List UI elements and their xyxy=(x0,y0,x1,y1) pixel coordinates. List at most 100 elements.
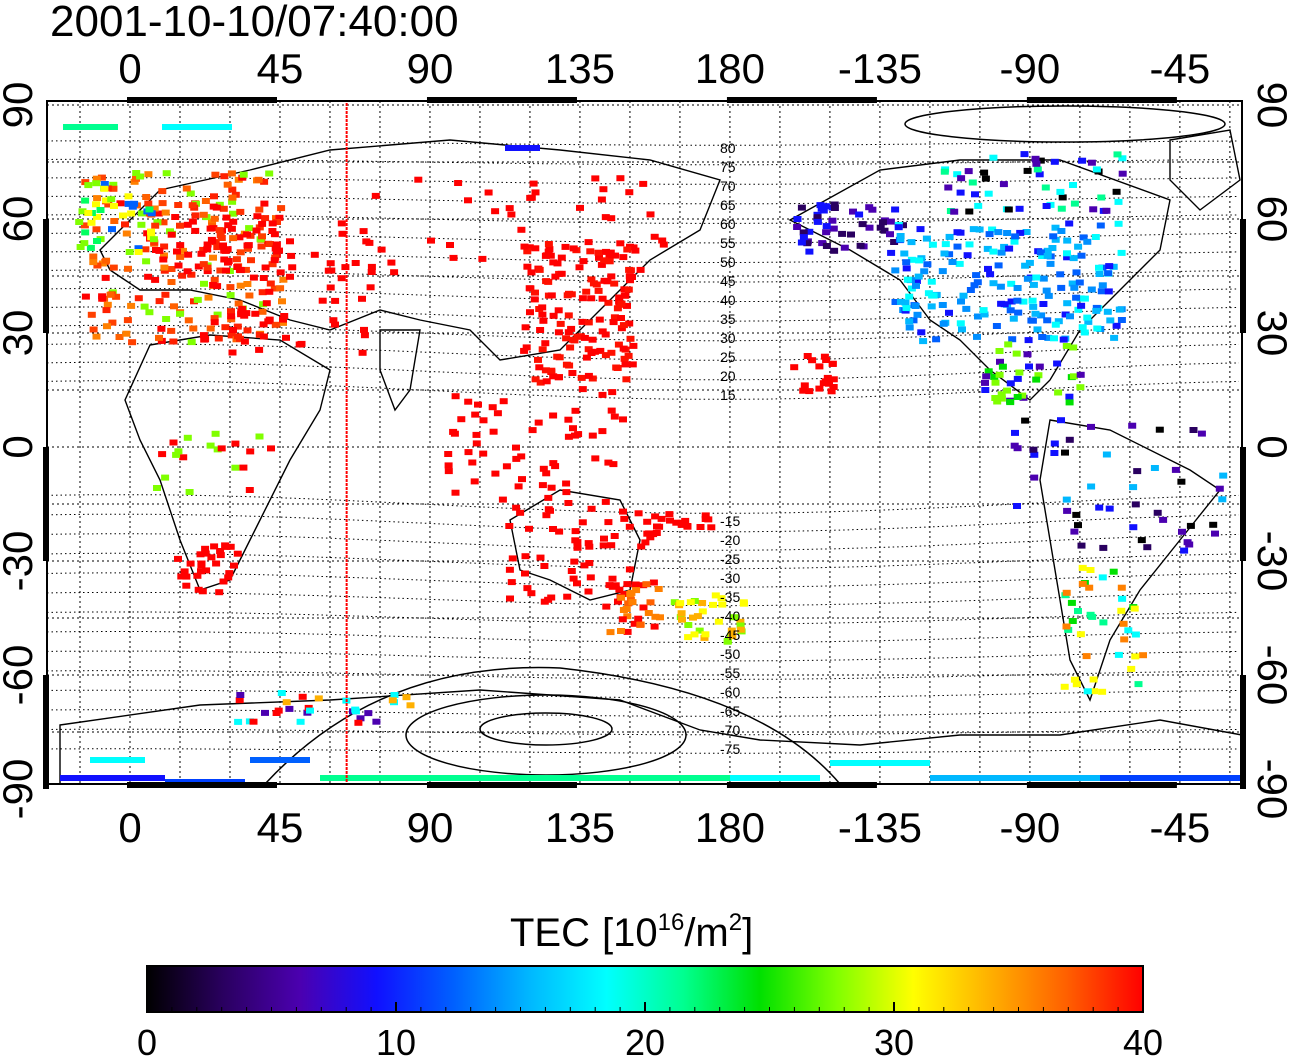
tec-point xyxy=(528,427,537,434)
tec-point xyxy=(1029,303,1038,310)
contour-label: 60 xyxy=(720,216,736,232)
contour-line xyxy=(47,533,1240,551)
tec-point xyxy=(184,317,193,324)
tec-point xyxy=(928,292,937,299)
tec-point xyxy=(1086,567,1095,573)
tec-point xyxy=(359,228,368,235)
tec-point xyxy=(216,267,225,274)
tec-point xyxy=(245,487,254,493)
tec-point xyxy=(109,264,118,271)
tec-point xyxy=(912,282,920,289)
tec-point xyxy=(564,329,573,336)
tec-point xyxy=(1050,335,1058,342)
tec-point xyxy=(326,260,335,267)
tec-point xyxy=(1104,288,1113,295)
tec-point xyxy=(87,219,96,226)
tec-point xyxy=(1061,449,1069,456)
tec-point xyxy=(233,264,242,270)
tec-point xyxy=(598,328,607,335)
tec-point xyxy=(171,214,180,220)
tec-point xyxy=(507,579,516,586)
tec-point xyxy=(603,278,612,285)
tec-point xyxy=(132,170,141,176)
tec-point xyxy=(650,623,659,630)
tec-point xyxy=(1046,260,1055,267)
tec-point xyxy=(1003,387,1011,394)
tec-point xyxy=(444,468,453,475)
tec-point xyxy=(578,318,587,325)
tec-point xyxy=(619,607,628,613)
tec-point xyxy=(624,600,633,607)
tec-point xyxy=(233,550,242,557)
tec-point xyxy=(262,300,271,307)
tec-point xyxy=(258,289,267,296)
tec-point xyxy=(472,431,481,438)
tec-point xyxy=(965,208,974,215)
tec-point xyxy=(556,320,565,327)
tec-point xyxy=(986,271,995,278)
contour-line xyxy=(47,195,1239,205)
tec-point xyxy=(549,460,558,467)
tec-point xyxy=(1032,160,1041,167)
tec-point xyxy=(198,588,207,595)
tec-point xyxy=(208,238,217,245)
contour-label: 15 xyxy=(720,387,736,403)
tec-point xyxy=(683,523,692,530)
contour-label: 75 xyxy=(720,159,736,175)
tec-point xyxy=(176,222,184,229)
tec-point xyxy=(260,200,269,207)
coastline-path xyxy=(99,139,721,361)
tec-point xyxy=(1128,422,1137,429)
tec-point xyxy=(451,489,460,496)
tec-point xyxy=(286,238,294,245)
tec-point xyxy=(1051,236,1060,243)
tec-point xyxy=(950,208,959,215)
frame-tick-left xyxy=(43,675,49,789)
tec-point xyxy=(1060,683,1069,690)
tec-point xyxy=(145,309,154,316)
tec-point xyxy=(310,251,319,258)
contour-label: -55 xyxy=(720,665,740,681)
tec-point xyxy=(1029,446,1038,453)
tec-point xyxy=(174,202,183,208)
tec-point xyxy=(621,292,630,299)
tec-point xyxy=(228,186,237,193)
tec-point xyxy=(1006,399,1015,406)
tec-point xyxy=(220,256,229,263)
tec-point xyxy=(1129,484,1138,491)
tec-point xyxy=(1023,351,1032,358)
tec-point xyxy=(505,205,514,212)
tec-point xyxy=(584,319,593,326)
tec-point xyxy=(279,319,287,326)
tec-point xyxy=(890,239,899,245)
tec-point xyxy=(174,262,183,269)
tec-point xyxy=(132,175,140,182)
tec-point xyxy=(199,261,208,268)
tec-point xyxy=(162,170,171,177)
tec-point xyxy=(275,214,284,221)
colorbar-tick-label: 0 xyxy=(137,1022,157,1057)
tec-point xyxy=(388,697,397,704)
tec-point xyxy=(188,218,197,225)
tec-point xyxy=(1102,207,1111,214)
tec-swath xyxy=(162,124,232,130)
lon-tick-label-top: 180 xyxy=(695,45,765,92)
tec-point xyxy=(194,586,203,593)
tec-point xyxy=(523,263,532,270)
tec-point xyxy=(945,233,954,240)
tec-point xyxy=(600,257,609,264)
tec-point xyxy=(623,628,632,635)
tec-point xyxy=(279,316,287,323)
tec-point xyxy=(607,273,616,280)
tec-point xyxy=(187,339,196,346)
tec-point xyxy=(1080,329,1089,336)
tec-point xyxy=(286,273,294,280)
tec-point xyxy=(631,581,640,588)
tec-point xyxy=(1062,589,1071,596)
tec-point xyxy=(245,225,254,232)
tec-point xyxy=(907,285,916,292)
tec-point xyxy=(92,201,100,208)
tec-point xyxy=(1000,243,1009,250)
tec-point xyxy=(358,295,366,302)
